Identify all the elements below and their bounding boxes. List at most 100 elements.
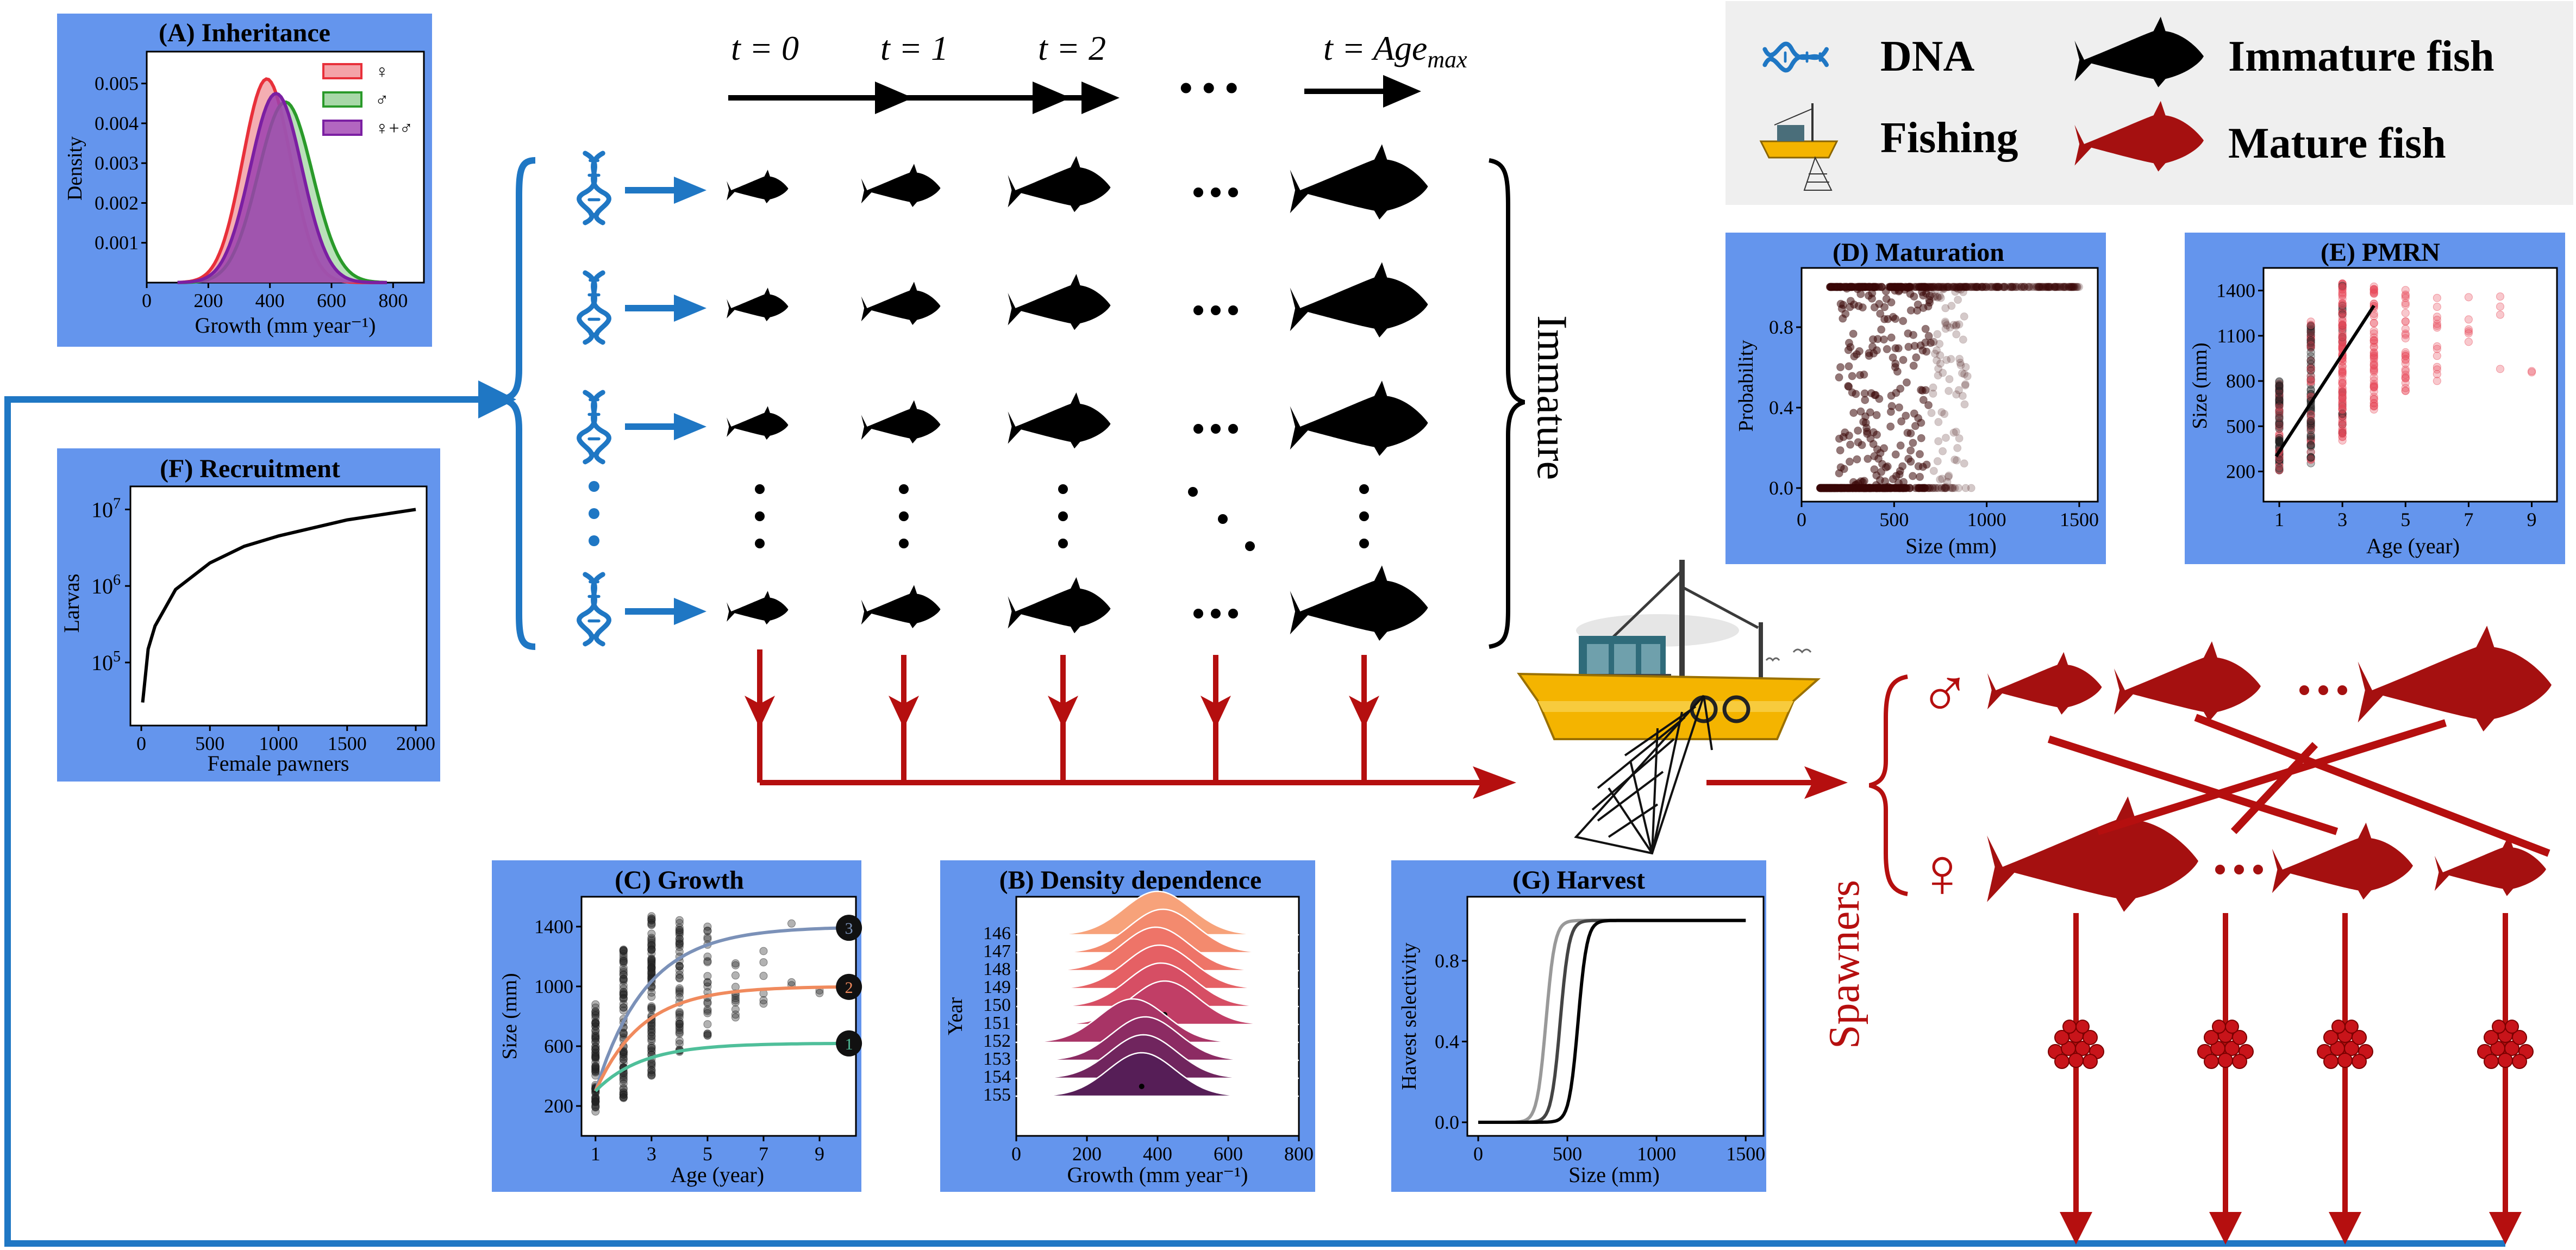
maturation-point: [1947, 283, 1956, 291]
pmrn-point: [2433, 377, 2441, 385]
growth-point: [703, 933, 712, 942]
maturation-point: [1939, 368, 1947, 377]
x-tick-label: 5: [703, 1143, 712, 1165]
maturation-point: [2068, 283, 2077, 291]
maturation-point: [2052, 283, 2061, 291]
pmrn-point: [2401, 386, 2410, 395]
maturation-point: [1933, 330, 1942, 339]
pmrn-point: [2306, 377, 2315, 385]
pmrn-point: [2338, 400, 2347, 409]
pmrn-point: [2401, 352, 2410, 360]
pmrn-point: [2401, 301, 2410, 309]
y-tick-label: 0.4: [1435, 1030, 1459, 1052]
pmrn-point: [2306, 321, 2315, 329]
maturation-point: [2008, 283, 2017, 291]
maturation-point: [1944, 471, 1953, 480]
maturation-point: [1835, 373, 1843, 382]
pmrn-point: [2496, 302, 2504, 311]
maturation-point: [1956, 361, 1965, 370]
maturation-point: [1948, 283, 1956, 291]
pmrn-point: [2306, 441, 2315, 449]
pmrn-point: [2338, 322, 2347, 330]
maturation-point: [1937, 408, 1946, 416]
growth-point: [619, 1006, 628, 1015]
maturation-point: [1934, 283, 1943, 291]
maturation-point: [1899, 355, 1908, 364]
pmrn-point: [2338, 310, 2347, 318]
year-tick-label: 147: [983, 941, 1011, 961]
pmrn-point: [2401, 365, 2410, 374]
y-tick-label: 0.0: [1769, 477, 1793, 499]
pmrn-point: [2401, 317, 2410, 326]
curve-label: 1: [845, 1035, 853, 1053]
pmrn-point: [2433, 370, 2441, 378]
growth-point: [675, 1010, 684, 1019]
growth-point: [731, 1005, 740, 1014]
pmrn-point: [2338, 415, 2347, 423]
pmrn-point: [2401, 379, 2410, 388]
maturation-point: [1952, 330, 1961, 339]
maturation-point: [2006, 283, 2015, 291]
year-tick-label: 155: [983, 1085, 1011, 1105]
maturation-point: [1873, 484, 1881, 492]
maturation-point: [1947, 302, 1956, 310]
maturation-point: [1826, 283, 1835, 291]
maturation-point: [1921, 324, 1930, 333]
dna-helix-icon: [579, 392, 609, 462]
maturation-point: [1972, 283, 1980, 291]
panel-a-ticks: 0 200 400 600 800 0.001 0.002 0.003 0.004 0.005: [95, 73, 408, 311]
x-tick-label: 1000: [259, 733, 298, 754]
growth-point: [647, 935, 656, 944]
growth-point: [619, 976, 628, 984]
maturation-point: [1929, 338, 1937, 346]
pmrn-point: [2338, 336, 2347, 345]
growth-point: [619, 1088, 628, 1097]
maturation-point: [2008, 283, 2016, 291]
growth-point: [619, 946, 628, 955]
maturation-point: [1994, 283, 2003, 291]
vertical-ellipsis-dot: [1359, 511, 1369, 521]
maturation-point: [1952, 427, 1960, 436]
maturation-point: [1934, 418, 1943, 427]
reproduction-arrows: [2073, 913, 2508, 1217]
pmrn-point: [2496, 292, 2504, 301]
maturation-point: [1933, 293, 1942, 302]
maturation-point: [2044, 283, 2053, 291]
pmrn-point: [2496, 365, 2504, 373]
growth-point: [619, 952, 628, 961]
x-tick-label: 200: [1072, 1143, 1102, 1165]
maturation-point: [1943, 283, 1952, 291]
y-tick-label: 105: [91, 648, 121, 675]
maturation-point: [1961, 283, 1970, 291]
x-tick-label: 400: [1143, 1143, 1172, 1165]
maturation-point: [1880, 315, 1889, 323]
maturation-point: [2058, 283, 2067, 291]
pmrn-point: [2433, 323, 2441, 332]
male-fish: [2114, 641, 2261, 722]
y-tick-label: 0.001: [95, 232, 139, 254]
pmrn-point: [2338, 397, 2347, 405]
growth-point: [703, 927, 712, 935]
pmrn-point: [2306, 453, 2315, 462]
maturation-point: [2019, 283, 2028, 291]
fish-ellipsis-dot: [1211, 305, 1221, 315]
ridge-155: [1015, 1052, 1299, 1097]
maturation-point: [1910, 292, 1918, 301]
growth-point: [591, 1010, 600, 1019]
vertical-ellipsis-dot: [1058, 511, 1068, 521]
maturation-point: [1929, 283, 1937, 291]
panel-f-plot-area: [129, 485, 428, 727]
growth-point: [675, 916, 684, 924]
maturation-point: [1994, 283, 2003, 291]
maturation-point: [2042, 283, 2050, 291]
maturation-point: [1999, 283, 2008, 291]
maturation-point: [1850, 352, 1859, 361]
maturation-point: [1967, 484, 1975, 492]
growth-point: [591, 1065, 600, 1073]
maturation-point: [1877, 325, 1886, 334]
y-tick-label: 1000: [534, 976, 573, 997]
maturation-point: [1993, 283, 2002, 291]
panel-b-xlabel: Growth (mm year⁻¹): [1067, 1162, 1248, 1187]
maturation-point: [1940, 484, 1949, 492]
pmrn-point: [2401, 309, 2410, 317]
